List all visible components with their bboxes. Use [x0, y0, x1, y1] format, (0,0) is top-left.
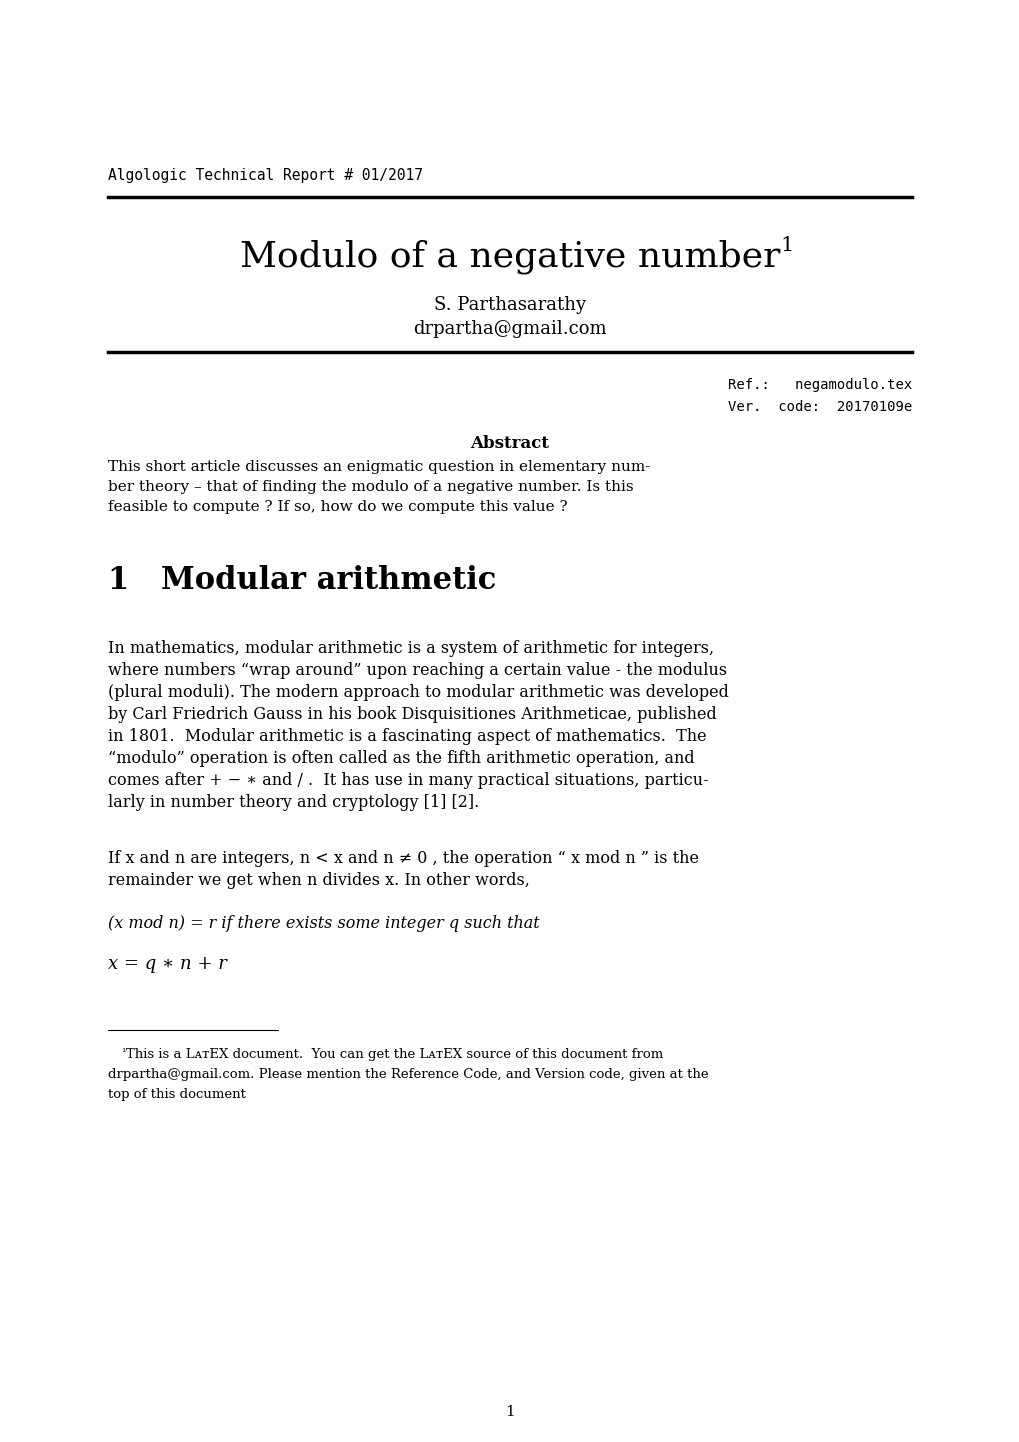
Text: S. Parthasarathy: S. Parthasarathy: [433, 296, 586, 314]
Text: In mathematics, modular arithmetic is a system of arithmetic for integers,: In mathematics, modular arithmetic is a …: [108, 640, 713, 658]
Text: Abstract: Abstract: [470, 435, 549, 451]
Text: by Carl Friedrich Gauss in his book Disquisitiones Arithmeticae, published: by Carl Friedrich Gauss in his book Disq…: [108, 707, 716, 722]
Text: 1: 1: [504, 1405, 515, 1419]
Text: remainder we get when n divides x. In other words,: remainder we get when n divides x. In ot…: [108, 872, 529, 890]
Text: (plural moduli). The modern approach to modular arithmetic was developed: (plural moduli). The modern approach to …: [108, 684, 729, 701]
Text: where numbers “wrap around” upon reaching a certain value - the modulus: where numbers “wrap around” upon reachin…: [108, 662, 727, 679]
Text: top of this document: top of this document: [108, 1089, 246, 1102]
Text: drpartha@gmail.com. Please mention the Reference Code, and Version code, given a: drpartha@gmail.com. Please mention the R…: [108, 1069, 708, 1082]
Text: This short article discusses an enigmatic question in elementary num-: This short article discusses an enigmati…: [108, 460, 650, 474]
Text: in 1801.  Modular arithmetic is a fascinating aspect of mathematics.  The: in 1801. Modular arithmetic is a fascina…: [108, 728, 706, 746]
Text: Ver.  code:  20170109e: Ver. code: 20170109e: [727, 399, 911, 414]
Text: “modulo” operation is often called as the fifth arithmetic operation, and: “modulo” operation is often called as th…: [108, 750, 694, 767]
Text: comes after + − ∗ and / .  It has use in many practical situations, particu-: comes after + − ∗ and / . It has use in …: [108, 771, 708, 789]
Text: x = q ∗ n + r: x = q ∗ n + r: [108, 955, 226, 973]
Text: drpartha@gmail.com: drpartha@gmail.com: [413, 320, 606, 337]
Text: This is a LᴀᴛEX document.  You can get the LᴀᴛEX source of this document from: This is a LᴀᴛEX document. You can get th…: [126, 1048, 662, 1061]
Text: Ref.:   negamodulo.tex: Ref.: negamodulo.tex: [727, 378, 911, 392]
Text: ber theory – that of finding the modulo of a negative number. Is this: ber theory – that of finding the modulo …: [108, 480, 633, 495]
Text: feasible to compute ? If so, how do we compute this value ?: feasible to compute ? If so, how do we c…: [108, 500, 567, 513]
Text: (x mod n) = r if there exists some integer q such that: (x mod n) = r if there exists some integ…: [108, 916, 539, 932]
Text: 1: 1: [780, 236, 793, 255]
Text: ¹: ¹: [121, 1048, 126, 1058]
Text: If x and n are integers, n < x and n ≠ 0 , the operation “ x mod n ” is the: If x and n are integers, n < x and n ≠ 0…: [108, 849, 698, 867]
Text: 1   Modular arithmetic: 1 Modular arithmetic: [108, 565, 496, 596]
Text: Modulo of a negative number: Modulo of a negative number: [239, 239, 780, 274]
Text: Algologic Technical Report # 01/2017: Algologic Technical Report # 01/2017: [108, 169, 423, 183]
Text: larly in number theory and cryptology [1] [2].: larly in number theory and cryptology [1…: [108, 795, 479, 810]
